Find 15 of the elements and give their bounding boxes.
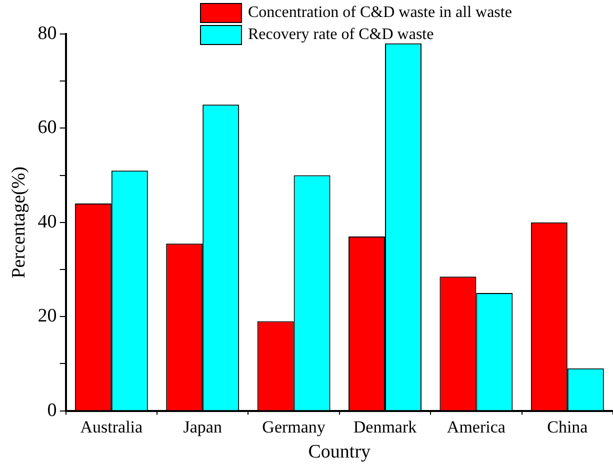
legend-label: Recovery rate of C&D waste bbox=[248, 25, 434, 45]
x-tick-label: Denmark bbox=[353, 417, 418, 436]
y-axis-title: Percentage(%) bbox=[8, 166, 30, 278]
legend-label: Concentration of C&D waste in all waste bbox=[248, 3, 512, 23]
y-tick-label: 20 bbox=[38, 306, 57, 327]
y-tick-label: 80 bbox=[38, 22, 57, 44]
x-tick-label: America bbox=[446, 417, 506, 436]
y-tick-label: 0 bbox=[47, 400, 57, 421]
x-axis-title: Country bbox=[308, 442, 372, 463]
y-tick-label: 60 bbox=[38, 117, 57, 138]
x-tick-label: Germany bbox=[262, 417, 326, 436]
x-tick-label: Japan bbox=[183, 417, 222, 436]
x-tick-label: China bbox=[547, 417, 588, 436]
y-tick-label: 40 bbox=[38, 211, 57, 232]
x-tick-label: Australia bbox=[80, 417, 144, 436]
